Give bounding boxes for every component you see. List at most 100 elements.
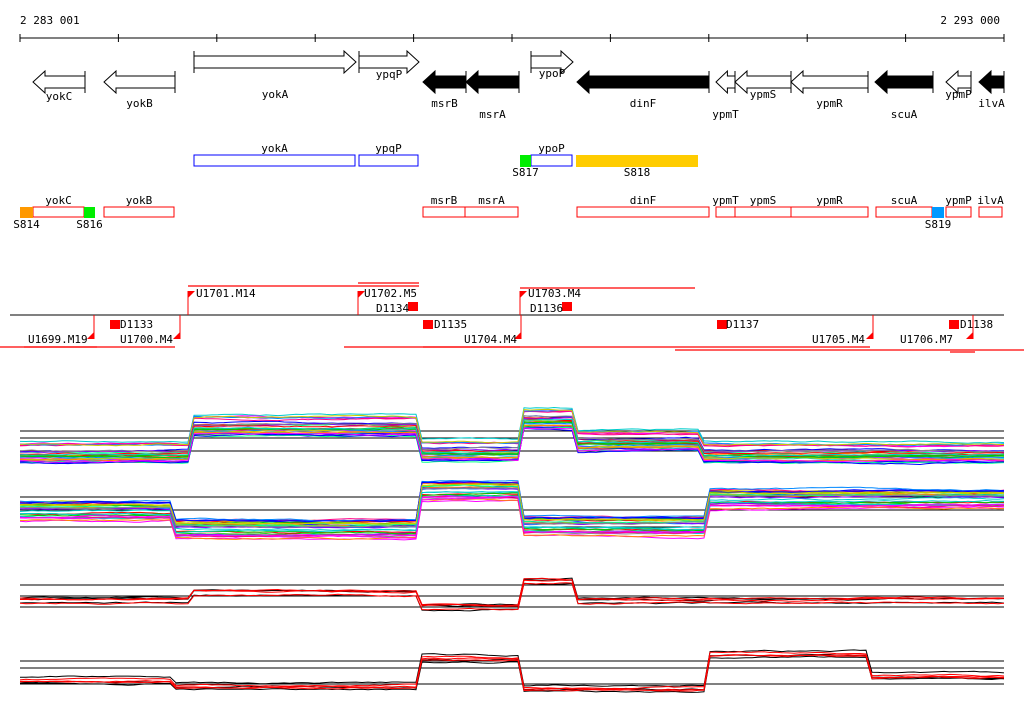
- reverse-arrow-icon: [978, 69, 1005, 95]
- reverse-gene-label: ypmP: [945, 194, 972, 207]
- gene-track: yokC yokB yokA ypqP msrB msrA ypoP dinF ypmT ypmS…: [32, 49, 1005, 121]
- gene-label: scuA: [891, 108, 918, 121]
- promoter-flag-icon: [966, 332, 973, 339]
- reverse-arrow-icon: [576, 69, 710, 95]
- forward-gene-label: ypqP: [375, 142, 402, 155]
- gene-yokC: yokC: [32, 69, 86, 103]
- site-label: S819: [925, 218, 952, 231]
- forward-arrow-icon: [358, 49, 420, 75]
- reverse-arrow-icon: [103, 69, 176, 95]
- expression-profile-line: [19, 577, 1005, 606]
- reverse-gene-box: [945, 206, 972, 218]
- ruler-start-label: 2 283 001: [20, 14, 80, 27]
- feature-label: D1137: [726, 318, 759, 331]
- feature-label: U1706.M7: [900, 333, 953, 346]
- expression-profile-line: [19, 495, 1005, 537]
- expression-profile-line: [19, 487, 1005, 528]
- feature-label: D1133: [120, 318, 153, 331]
- gene-ypmP: ypmP: [945, 69, 972, 101]
- expression-profile-line: [19, 579, 1005, 607]
- gene-dinF: dinF: [576, 69, 710, 110]
- reverse-gene-label: ypmR: [816, 194, 843, 207]
- feature-label: U1702.M5: [364, 287, 417, 300]
- gene-ilvA: ilvA: [978, 69, 1005, 110]
- expression-profile-line: [19, 416, 1004, 453]
- feature-label: D1134: [376, 302, 409, 315]
- feature-label: D1135: [434, 318, 467, 331]
- gene-label: yokA: [262, 88, 289, 101]
- feature-label: U1704.M4: [464, 333, 517, 346]
- reverse-gene-box: [576, 206, 710, 218]
- site-marker: [84, 207, 95, 218]
- site-marker: [576, 155, 698, 167]
- promoter-flag-icon: [520, 291, 527, 298]
- gene-label: ypoP: [539, 67, 566, 80]
- reverse-gene-box: [978, 206, 1003, 218]
- feature-label: D1136: [530, 302, 563, 315]
- expression-profile-line: [19, 494, 1005, 536]
- gene-msrB: msrB: [422, 69, 467, 110]
- reverse-arrow-icon: [422, 69, 467, 95]
- expression-profile-line: [19, 408, 1005, 446]
- reverse-arrow-icon: [874, 69, 934, 95]
- feature-label: D1138: [960, 318, 993, 331]
- gene-label: dinF: [630, 97, 657, 110]
- feature-label: U1701.M14: [196, 287, 256, 300]
- expression-profile-line: [19, 427, 1004, 463]
- promoter-flag-icon: [173, 332, 180, 339]
- expression-profile-line: [19, 415, 1005, 453]
- gene-label: ypmS: [750, 88, 777, 101]
- promoter-flag-icon: [866, 332, 873, 339]
- promoter-flag-icon: [87, 332, 94, 339]
- expression-profile-line: [19, 651, 1005, 690]
- reverse-gene-label: ilvA: [977, 194, 1004, 207]
- expression-profile-line: [19, 654, 1004, 692]
- expression-profile-line: [19, 487, 1005, 529]
- terminator-box-icon: [423, 320, 433, 329]
- reverse-arrow-icon: [790, 69, 869, 95]
- terminator-box-icon: [408, 302, 418, 311]
- gene-ypmS: ypmS: [734, 69, 792, 101]
- gene-msrA: msrA: [465, 69, 520, 121]
- reverse-gene-box: [422, 206, 466, 218]
- reverse-arrow-icon: [945, 69, 972, 95]
- expression-panel-2: [19, 479, 1005, 541]
- reverse-gene-box: [32, 206, 85, 218]
- expression-panel-3: [19, 577, 1005, 612]
- feature-label: U1700.M4: [120, 333, 173, 346]
- expression-profile-line: [19, 483, 1005, 525]
- gene-ypmT: ypmT: [712, 69, 739, 121]
- expression-profile-line: [19, 577, 1005, 607]
- terminator-box-icon: [562, 302, 572, 311]
- gene-label: ypmR: [816, 97, 843, 110]
- gene-label: ypmT: [712, 108, 739, 121]
- gene-ypqP: ypqP: [358, 49, 420, 81]
- site-label: S818: [624, 166, 651, 179]
- gene-label: msrA: [479, 108, 506, 121]
- terminator-box-icon: [949, 320, 959, 329]
- expression-profile-line: [19, 655, 1005, 693]
- expression-panel-4: [19, 649, 1005, 693]
- site-label: S814: [13, 218, 40, 231]
- expression-panel-1: [19, 406, 1005, 466]
- promoter-flag-icon: [514, 332, 521, 339]
- site-label: S817: [512, 166, 539, 179]
- forward-gene-box: [193, 154, 356, 167]
- reverse-arrow-icon: [465, 69, 520, 95]
- expression-profile-line: [19, 421, 1005, 459]
- promoter-flag-icon: [188, 291, 195, 298]
- gene-label: yokC: [46, 90, 73, 103]
- expression-profile-line: [19, 497, 1005, 538]
- reverse-arrow-icon: [715, 69, 736, 95]
- forward-gene-box: [530, 154, 573, 167]
- reverse-gene-label: ypmS: [750, 194, 777, 207]
- reverse-gene-label: yokC: [45, 194, 72, 207]
- forward-annotation-track: yokA ypqP ypoP S817 S818: [193, 142, 698, 179]
- expression-profile-line: [19, 491, 1005, 533]
- feature-track: U1701.M14 U1702.M5 D1134 U1703.M4 D1136 U1699…: [0, 282, 1024, 353]
- forward-arrow-icon: [193, 49, 357, 75]
- gene-label: yokB: [126, 97, 153, 110]
- feature-label: U1703.M4: [528, 287, 581, 300]
- gene-ypoP: ypoP: [530, 49, 574, 80]
